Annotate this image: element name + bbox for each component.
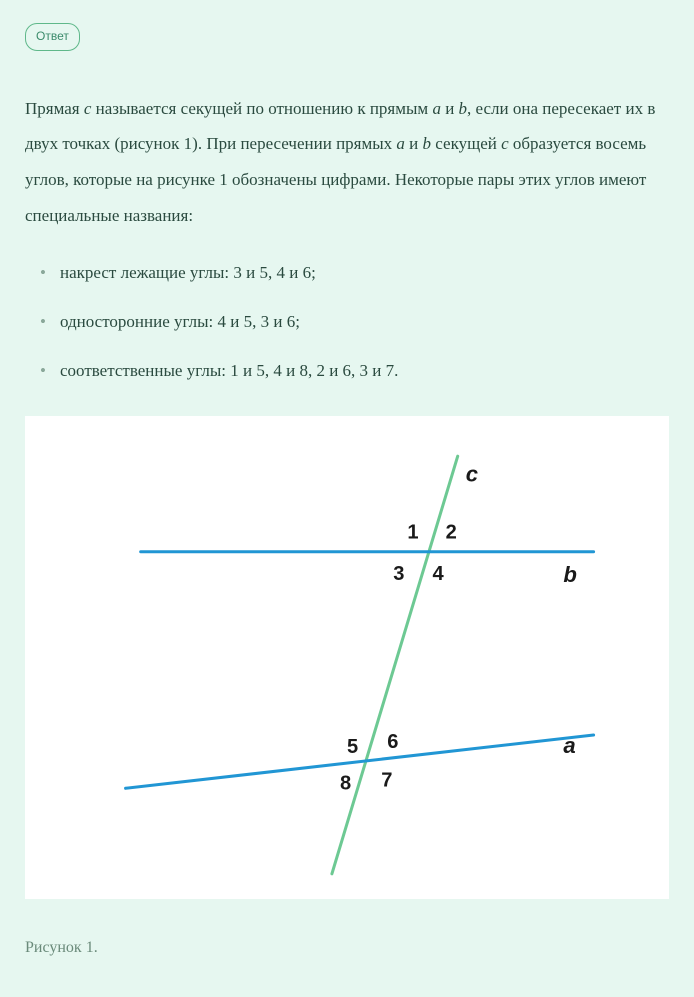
angle-type-label: накрест лежащие углы: (60, 263, 233, 282)
fig-ref: 1 (219, 170, 228, 189)
svg-text:7: 7 (381, 769, 392, 791)
svg-text:5: 5 (347, 736, 358, 758)
end: ; (311, 263, 316, 282)
angle-num: 2 (316, 361, 325, 380)
diagram-svg: c b a 1 2 3 4 5 6 7 8 (35, 426, 659, 889)
angle-num: 6 (303, 263, 312, 282)
text-part: секущей (431, 134, 501, 153)
text-and: и (269, 312, 287, 331)
var-a: a (432, 99, 441, 118)
angle-type-label: односторонние углы: (60, 312, 218, 331)
svg-text:3: 3 (393, 563, 404, 585)
caption-num: 1 (86, 939, 94, 956)
list-item: соответственные углы: 1 и 5, 4 и 8, 2 и … (60, 356, 669, 387)
angle-type-label: соответственные углы: (60, 361, 230, 380)
angle-num: 6 (287, 312, 296, 331)
sep: , (268, 263, 277, 282)
angle-num: 4 (218, 312, 227, 331)
text-and: и (239, 361, 257, 380)
text-and: и (441, 99, 459, 118)
text-and: и (368, 361, 386, 380)
list-item: односторонние углы: 4 и 5, 3 и 6; (60, 307, 669, 338)
text-and: и (285, 263, 303, 282)
svg-text:4: 4 (433, 563, 445, 585)
angle-num: 3 (360, 361, 369, 380)
end: ; (295, 312, 300, 331)
caption-end: . (94, 939, 98, 956)
svg-text:6: 6 (387, 731, 398, 753)
angle-num: 3 (261, 312, 270, 331)
caption-text: Рисунок (25, 939, 86, 956)
var-a: a (396, 134, 405, 153)
sep: , (351, 361, 360, 380)
text-part: Прямая (25, 99, 84, 118)
angle-num: 6 (343, 361, 352, 380)
svg-text:c: c (466, 461, 478, 486)
list-item: накрест лежащие углы: 3 и 5, 4 и 6; (60, 258, 669, 289)
geometry-diagram: c b a 1 2 3 4 5 6 7 8 (25, 416, 669, 899)
figure-caption: Рисунок 1. (25, 934, 669, 963)
var-b: b (423, 134, 432, 153)
angle-num: 3 (233, 263, 242, 282)
text-part: называется секущей по отношению к прямым (91, 99, 432, 118)
angle-num: 8 (299, 361, 308, 380)
text-and: и (325, 361, 343, 380)
angle-num: 4 (273, 361, 282, 380)
text-and: и (242, 263, 260, 282)
text-and: и (226, 312, 244, 331)
text-and: и (282, 361, 300, 380)
main-paragraph: Прямая c называется секущей по отношению… (25, 91, 669, 234)
angle-num: 5 (256, 361, 265, 380)
angle-num: 5 (244, 312, 253, 331)
text-and: и (405, 134, 423, 153)
angle-types-list: накрест лежащие углы: 3 и 5, 4 и 6; одно… (25, 258, 669, 386)
var-b: b (459, 99, 468, 118)
fig-ref: 1 (184, 134, 193, 153)
text-part: ). При пересечении прямых (192, 134, 396, 153)
svg-text:b: b (563, 562, 577, 587)
angle-num: 1 (230, 361, 239, 380)
sep: , (252, 312, 261, 331)
angle-num: 5 (260, 263, 269, 282)
end: . (394, 361, 398, 380)
svg-text:1: 1 (407, 522, 418, 544)
svg-text:8: 8 (340, 772, 351, 794)
angle-num: 4 (277, 263, 286, 282)
var-c: c (501, 134, 509, 153)
svg-text:2: 2 (446, 522, 457, 544)
angle-num: 7 (386, 361, 395, 380)
svg-text:a: a (563, 733, 575, 758)
answer-badge: Ответ (25, 23, 80, 51)
